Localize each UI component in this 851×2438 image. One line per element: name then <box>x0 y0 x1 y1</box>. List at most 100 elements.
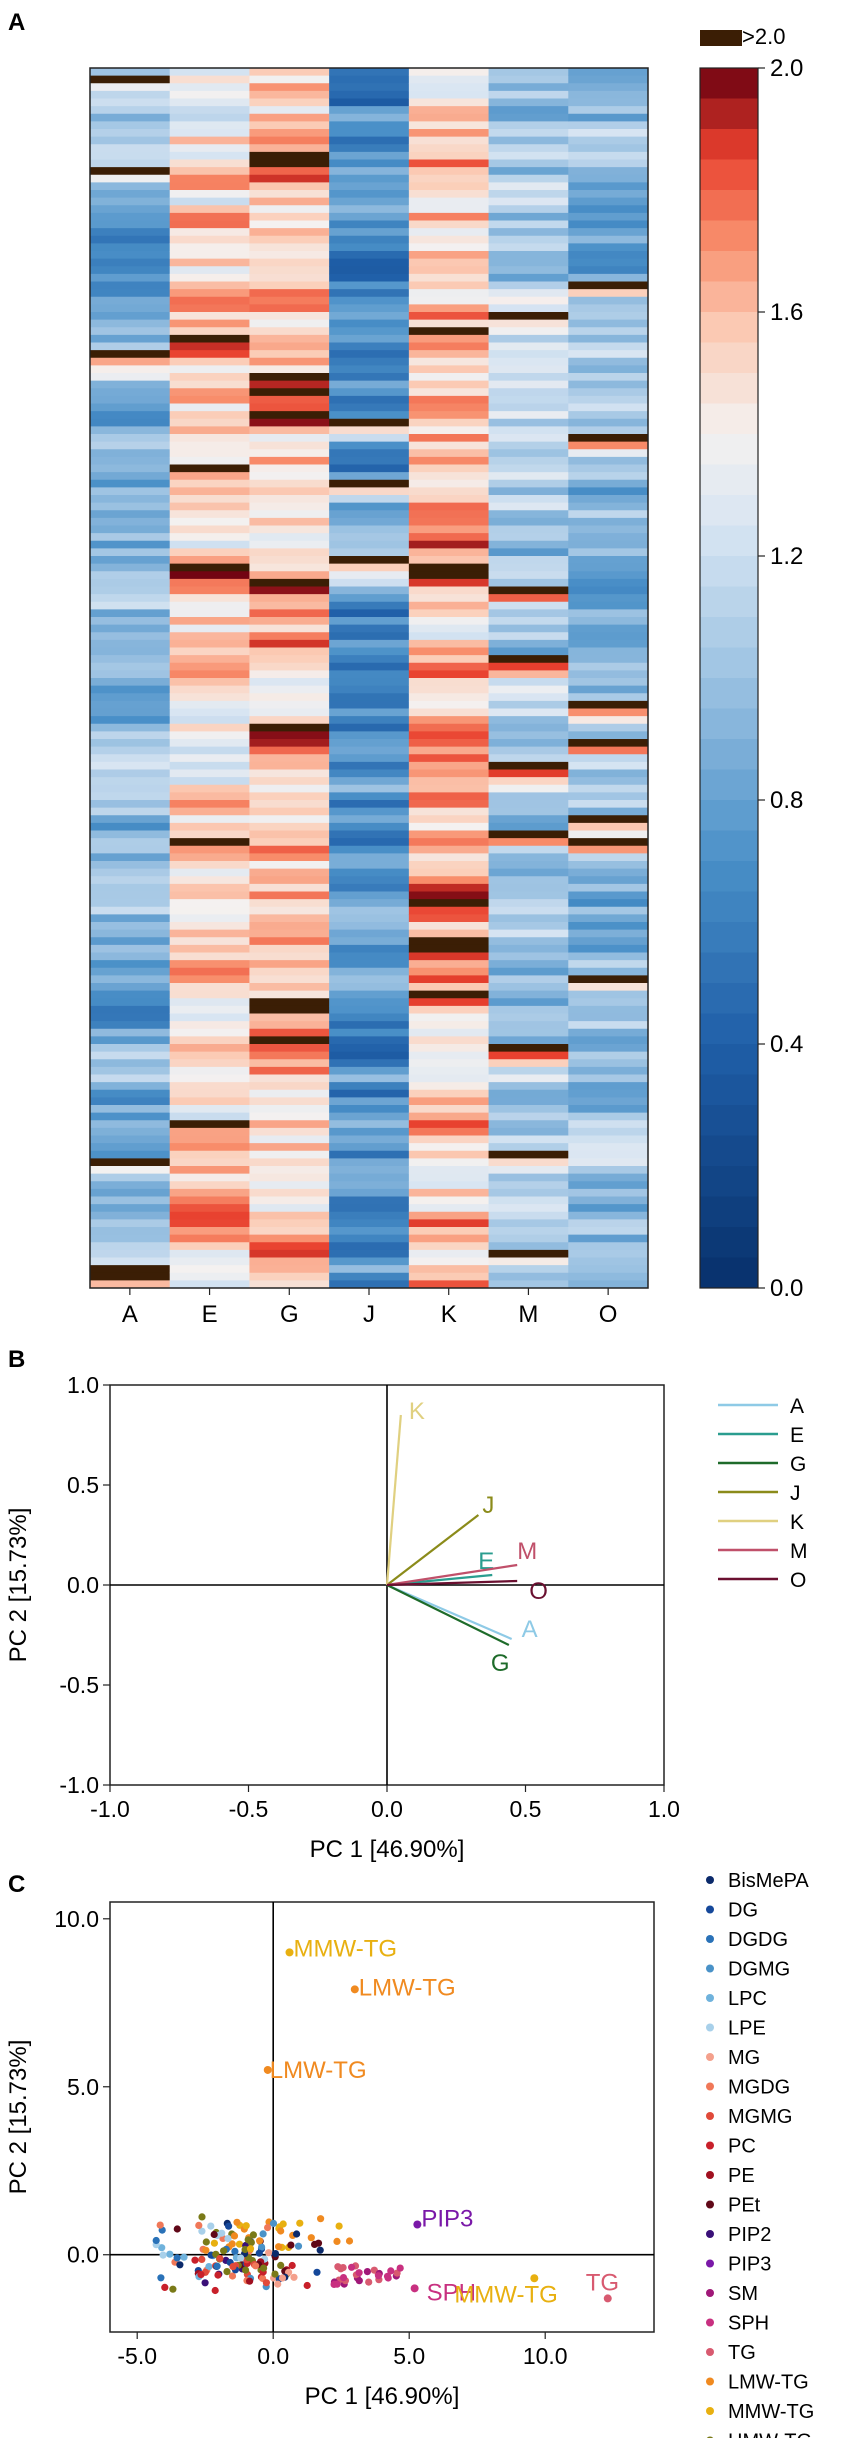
heatmap-cell <box>90 731 171 740</box>
colorbar-ticks: 0.0 0.4 0.8 1.2 1.6 2.0 <box>758 55 803 1302</box>
heatmap-cell <box>329 312 410 321</box>
heatmap-cell <box>90 975 171 984</box>
score-point <box>396 2264 404 2272</box>
legend-label: HMW-TG <box>728 2431 812 2438</box>
heatmap-cell <box>249 1196 330 1205</box>
heatmap-cell <box>329 556 410 565</box>
heatmap-cell <box>90 1021 171 1030</box>
heatmap-cell <box>568 418 649 427</box>
heatmap-cell <box>488 594 569 603</box>
heatmap-cell <box>408 426 489 435</box>
heatmap-cell <box>90 1196 171 1205</box>
heatmap-cell <box>568 1005 649 1014</box>
x-tick-label: 0.0 <box>257 2343 289 2369</box>
heatmap-cell <box>568 472 649 481</box>
heatmap-cell <box>90 594 171 603</box>
colorbar-tick-label: 1.2 <box>770 543 803 570</box>
x-tick-label: 0.0 <box>371 1796 403 1822</box>
colorbar-tick-label: 0.8 <box>770 787 803 814</box>
score-point <box>246 2277 254 2285</box>
heatmap-cell <box>488 1234 569 1243</box>
heatmap-cell <box>169 434 250 443</box>
heatmap-cell <box>249 1074 330 1083</box>
y-tick-label: 1.0 <box>67 1372 99 1398</box>
heatmap-cell <box>488 1120 569 1129</box>
heatmap-cell <box>488 822 569 831</box>
heatmap-cell <box>90 212 171 221</box>
score-point <box>202 2238 210 2246</box>
heatmap-cell <box>329 830 410 839</box>
heatmap-cell <box>90 761 171 770</box>
heatmap-cell <box>568 548 649 557</box>
heatmap-cell <box>488 205 569 214</box>
heatmap-cell <box>568 1242 649 1251</box>
heatmap-cell <box>488 960 569 969</box>
heatmap-cell <box>408 418 489 427</box>
heatmap-cell <box>568 883 649 892</box>
heatmap-cell <box>90 1249 171 1258</box>
heatmap-cell <box>90 716 171 725</box>
heatmap-cell <box>408 678 489 687</box>
heatmap-cell <box>329 609 410 618</box>
heatmap-cell <box>329 601 410 610</box>
colorbar-segment <box>700 800 758 831</box>
heatmap-cell <box>169 174 250 183</box>
heatmap-cell <box>90 174 171 183</box>
heatmap-cell <box>249 975 330 984</box>
heatmap-cell <box>169 334 250 343</box>
heatmap-cell <box>169 769 250 778</box>
heatmap-cell <box>488 876 569 885</box>
heatmap-cell <box>329 121 410 130</box>
heatmap-cell <box>249 693 330 702</box>
heatmap-cell <box>169 1204 250 1213</box>
heatmap-cell <box>249 723 330 732</box>
heatmap-cell <box>249 556 330 565</box>
heatmap-cell <box>249 1112 330 1121</box>
heatmap-cell <box>568 98 649 107</box>
heatmap-cell <box>169 662 250 671</box>
heatmap-cell <box>568 327 649 336</box>
heatmap-cell <box>169 1066 250 1075</box>
legend-marker <box>706 2023 714 2032</box>
heatmap-cell <box>249 1028 330 1037</box>
loading-vector-k <box>385 1414 402 1586</box>
heatmap-cell <box>488 106 569 115</box>
heatmap-cell <box>568 228 649 237</box>
score-point <box>249 2231 257 2239</box>
heatmap-cell <box>568 1036 649 1045</box>
heatmap-cell <box>568 395 649 404</box>
heatmap-cell <box>408 1249 489 1258</box>
heatmap-cell <box>408 113 489 122</box>
score-point <box>210 2239 218 2247</box>
colorbar-segment <box>700 190 758 221</box>
heatmap-cell <box>169 533 250 542</box>
heatmap-cell <box>568 106 649 115</box>
heatmap-cell <box>488 861 569 870</box>
heatmap-cell <box>249 700 330 709</box>
heatmap-cell <box>408 830 489 839</box>
heatmap-cell <box>90 1044 171 1053</box>
heatmap-cell <box>329 68 410 77</box>
heatmap-cell <box>329 487 410 496</box>
heatmap-cell <box>408 1135 489 1144</box>
heatmap-cell <box>169 456 250 465</box>
score-point <box>202 2246 210 2254</box>
heatmap-cell <box>90 922 171 931</box>
heatmap-cell <box>329 899 410 908</box>
score-point <box>330 2280 338 2288</box>
heatmap-cell <box>329 693 410 702</box>
annotated-point <box>530 2274 539 2283</box>
heatmap-cell <box>568 617 649 626</box>
heatmap-cell <box>169 388 250 397</box>
heatmap-cell <box>169 129 250 138</box>
heatmap-cell <box>568 266 649 275</box>
heatmap-cell <box>329 174 410 183</box>
heatmap-cell <box>90 990 171 999</box>
heatmap-cell <box>329 1082 410 1091</box>
legend-label: SM <box>728 2283 758 2305</box>
heatmap-cell <box>329 190 410 199</box>
score-point <box>269 2219 278 2227</box>
heatmap-cell <box>90 563 171 572</box>
heatmap-cell <box>90 373 171 382</box>
heatmap-cell <box>249 129 330 138</box>
